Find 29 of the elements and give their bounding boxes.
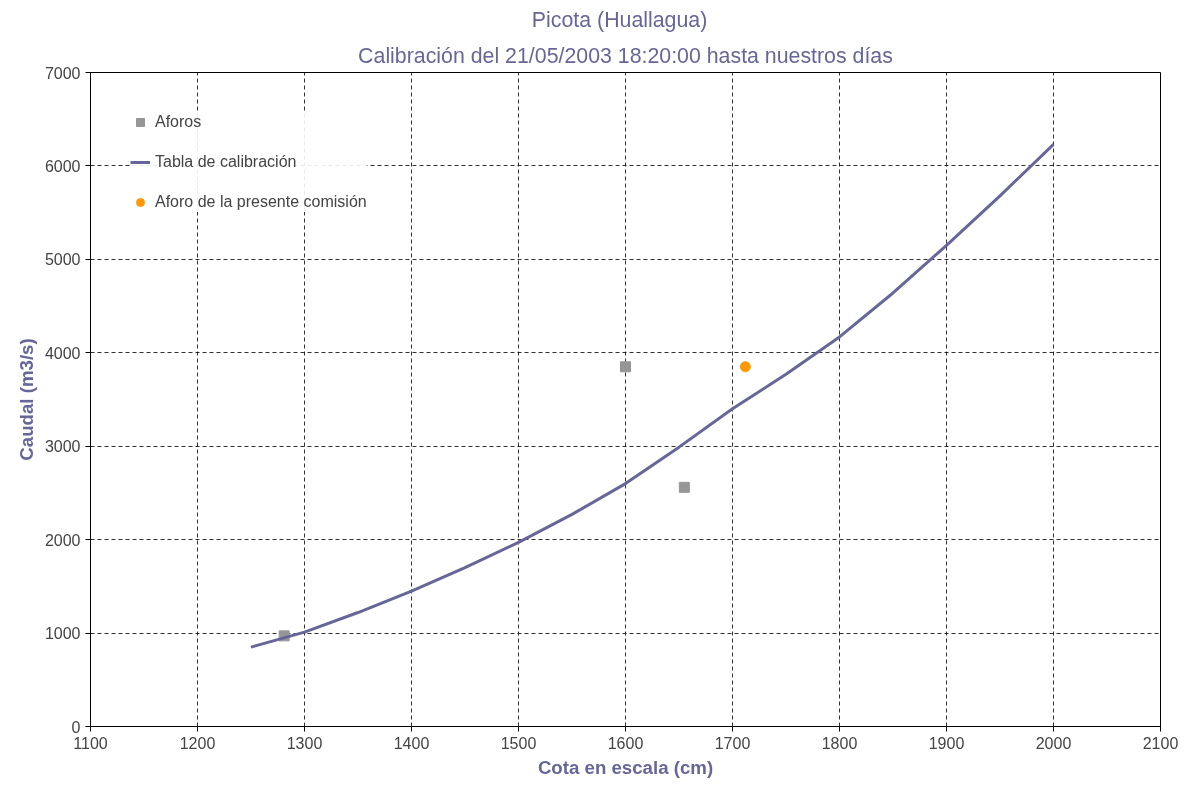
x-tick-label: 1800 (821, 734, 858, 752)
y-tick-label: 3000 (44, 438, 81, 456)
y-tick-label: 0 (71, 718, 81, 736)
x-tick-label: 1200 (179, 734, 216, 752)
chart-title: Picota (Huallagua) (531, 7, 708, 32)
x-tick-label: 1500 (500, 734, 537, 752)
point (620, 361, 631, 373)
y-tick-label: 2000 (44, 531, 81, 549)
y-tick-label: 1000 (44, 625, 81, 643)
x-tick-label: 2100 (1142, 734, 1179, 752)
legend-label: Aforos (155, 113, 202, 131)
legend-label: Aforo de la presente comisión (155, 193, 367, 211)
x-tick-label: 1400 (393, 734, 430, 752)
x-tick-label: 1300 (286, 734, 323, 752)
y-tick-label: 5000 (44, 251, 81, 269)
legend-label: Tabla de calibración (155, 153, 297, 171)
x-tick-label: 1100 (73, 734, 108, 752)
point (739, 361, 751, 373)
y-tick-label: 4000 (44, 344, 81, 362)
x-tick-label: 2000 (1035, 734, 1072, 752)
y-tick-label: 6000 (44, 157, 81, 175)
y-tick-label: 7000 (44, 64, 81, 82)
chart-subtitle: Calibración del 21/05/2003 18:20:00 hasta nuestros días (358, 43, 893, 68)
x-tick-label: 1700 (714, 734, 751, 752)
y-axis-title: Caudal (m3/s) (15, 338, 37, 461)
point (678, 481, 690, 493)
x-tick-label: 1900 (928, 734, 965, 752)
x-tick-label: 1600 (607, 734, 644, 752)
x-axis-title: Cota en escala (cm) (537, 756, 714, 778)
